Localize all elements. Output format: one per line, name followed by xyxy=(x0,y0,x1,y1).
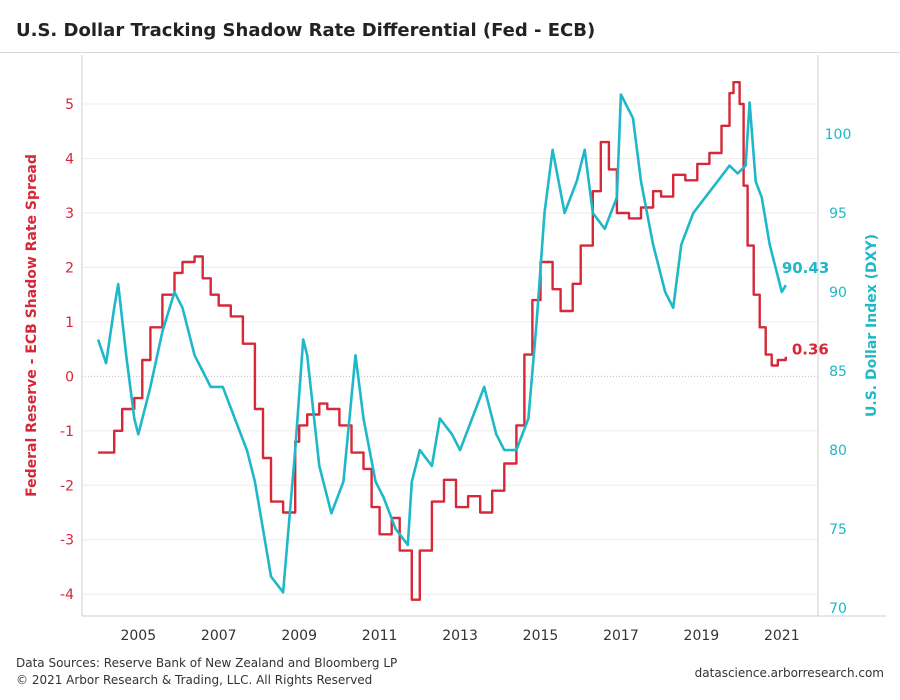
right-tick-label: 70 xyxy=(829,601,847,617)
right-tick-label: 100 xyxy=(825,127,852,143)
label-layer: 0.36 90.43 xyxy=(782,259,829,358)
dxy-last-value-label: 90.43 xyxy=(782,259,829,277)
right-tick-label: 75 xyxy=(829,522,847,538)
series-layer xyxy=(96,81,787,601)
right-tick-label: 85 xyxy=(829,364,847,380)
left-tick-label: 5 xyxy=(65,97,74,113)
x-tick-label: 2019 xyxy=(684,628,720,644)
left-tick-label: 2 xyxy=(65,260,74,276)
left-tick-label: -1 xyxy=(60,424,74,440)
axis-layer: -4 -3 -2 -1 0 1 2 3 4 5 70 75 80 85 90 95 100 2005 2007 200… xyxy=(24,55,886,644)
left-axis-title: Federal Reserve - ECB Shadow Rate Spread xyxy=(24,154,40,497)
chart-title: U.S. Dollar Tracking Shadow Rate Differe… xyxy=(16,20,596,41)
left-tick-label: -3 xyxy=(60,533,74,549)
dxy-line xyxy=(96,93,787,594)
x-tick-label: 2013 xyxy=(442,628,478,644)
x-tick-label: 2009 xyxy=(281,628,317,644)
left-tick-label: 1 xyxy=(65,315,74,331)
x-tick-label: 2021 xyxy=(764,628,800,644)
x-tick-label: 2015 xyxy=(523,628,559,644)
x-tick-label: 2007 xyxy=(201,628,237,644)
title-divider xyxy=(0,52,900,53)
x-tick-label: 2005 xyxy=(120,628,156,644)
data-sources-note: Data Sources: Reserve Bank of New Zealan… xyxy=(16,656,398,670)
right-tick-label: 80 xyxy=(829,443,847,459)
left-tick-label: 3 xyxy=(65,206,74,222)
copyright-note: © 2021 Arbor Research & Trading, LLC. Al… xyxy=(16,673,373,687)
right-tick-label: 95 xyxy=(829,206,847,222)
shadow-rate-spread-line xyxy=(98,81,787,601)
x-tick-label: 2011 xyxy=(362,628,398,644)
x-tick-label: 2017 xyxy=(603,628,639,644)
left-tick-label: -2 xyxy=(60,478,74,494)
website-link[interactable]: datascience.arborresearch.com xyxy=(694,666,884,680)
spread-last-value-label: 0.36 xyxy=(792,341,829,359)
left-tick-label: -4 xyxy=(60,587,74,603)
right-tick-label: 90 xyxy=(829,285,847,301)
right-axis-title: U.S. Dollar Index (DXY) xyxy=(864,234,880,417)
left-tick-label: 4 xyxy=(65,151,74,167)
left-tick-label: 0 xyxy=(65,369,74,385)
